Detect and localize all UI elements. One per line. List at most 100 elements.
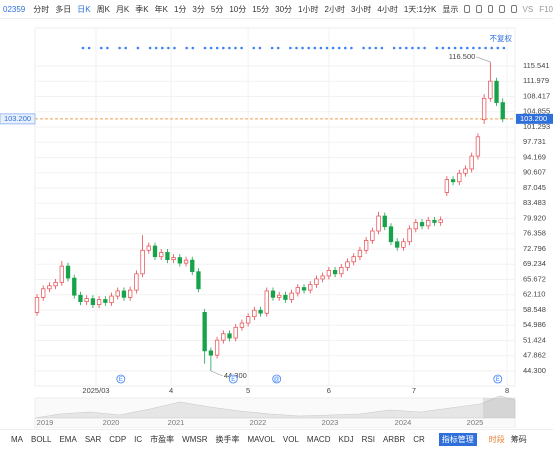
- candle-body: [239, 322, 245, 328]
- event-dot: [466, 46, 469, 50]
- period-tab[interactable]: 月K: [115, 4, 130, 14]
- y-tick-label: 90.607: [523, 168, 546, 177]
- event-dot: [435, 46, 439, 50]
- indicator-tab[interactable]: KDJ: [338, 434, 354, 444]
- period-tab[interactable]: 1小时: [298, 4, 319, 14]
- period-tab[interactable]: 1天:1分K: [403, 4, 437, 14]
- y-tick-label: 97.731: [523, 137, 546, 146]
- candle-body: [78, 294, 83, 302]
- candle-body: [128, 289, 133, 298]
- period-tab[interactable]: 1分: [173, 4, 187, 14]
- last-price-label: 103.200: [4, 114, 31, 123]
- period-tab[interactable]: 多日: [55, 4, 72, 14]
- period-tab[interactable]: 4小时: [377, 4, 398, 14]
- indicator-tab[interactable]: MAVOL: [247, 434, 275, 444]
- candle-body: [494, 80, 499, 103]
- indicator-tab[interactable]: CR: [413, 434, 425, 444]
- candle-body: [146, 245, 151, 251]
- indicator-tab[interactable]: MACD: [306, 434, 331, 444]
- period-tab[interactable]: 季K: [135, 4, 149, 14]
- indicator-tab[interactable]: WMSR: [182, 434, 208, 444]
- event-dot: [185, 46, 188, 50]
- period-tab[interactable]: 3分: [192, 4, 205, 14]
- candle-body: [351, 256, 356, 263]
- period-tab[interactable]: 年K: [154, 4, 168, 14]
- event-dot: [337, 46, 341, 50]
- y-tick-label: 76.358: [523, 229, 546, 238]
- period-tab[interactable]: 分时: [33, 4, 50, 14]
- candle-body: [401, 241, 406, 248]
- candle-body: [413, 222, 418, 230]
- period-tab[interactable]: 10分: [229, 4, 247, 14]
- period-tab[interactable]: 3小时: [350, 4, 372, 14]
- event-dot: [417, 46, 420, 50]
- tool-icon[interactable]: [475, 5, 482, 13]
- toolbar: 02359 分时 多日 日K 周K 月K 季K 年K 1分 3分 5分 10分 15分 30分 1小时 2小时…: [0, 0, 553, 19]
- candle-body: [140, 249, 145, 275]
- indicator-tab[interactable]: ARBR: [382, 434, 406, 444]
- event-label: E: [496, 377, 500, 383]
- period-tab[interactable]: 30分: [275, 4, 293, 14]
- candle-body: [171, 257, 176, 261]
- indicator-tab[interactable]: RSI: [361, 434, 375, 444]
- candle-body: [245, 316, 251, 324]
- navigator-window: [483, 398, 515, 418]
- period-tab[interactable]: 显示: [442, 4, 459, 14]
- event-dot: [411, 46, 414, 50]
- indicator-tab[interactable]: SAR: [84, 434, 102, 444]
- event-dot: [374, 46, 378, 50]
- event-dot: [325, 46, 329, 50]
- period-tab[interactable]: 日K: [77, 4, 91, 14]
- indicator-tab[interactable]: EMA: [59, 434, 77, 444]
- period-tab[interactable]: 2小时: [324, 4, 345, 14]
- candle-body: [345, 261, 350, 268]
- chips-tab[interactable]: 筹码: [510, 434, 527, 444]
- last-price-box: [516, 113, 553, 124]
- event-dot: [307, 46, 311, 50]
- indicator-tab[interactable]: 换手率: [215, 434, 240, 444]
- candle-body: [41, 288, 46, 298]
- indicator-tab[interactable]: BOLL: [31, 434, 52, 444]
- indicator-manage[interactable]: 指标管理: [438, 432, 477, 446]
- event-dot: [344, 46, 347, 50]
- candle-body: [264, 290, 269, 314]
- event-dot: [252, 46, 256, 50]
- event-dot: [191, 46, 195, 50]
- y-tick-label: 79.920: [523, 213, 546, 222]
- event-dot: [331, 46, 335, 50]
- candle-body: [475, 136, 481, 157]
- tool-icon[interactable]: [499, 5, 505, 13]
- candle-body: [450, 179, 456, 183]
- event-dot: [258, 46, 262, 50]
- y-tick-label: 94.169: [523, 152, 546, 161]
- indicator-tab[interactable]: MA: [11, 434, 23, 444]
- tool-icon[interactable]: [464, 5, 470, 13]
- indicator-tab[interactable]: 市盈率: [150, 434, 175, 444]
- candle-body: [115, 290, 120, 297]
- event-label: E: [231, 377, 235, 383]
- candle-body: [270, 290, 276, 298]
- candle-body: [488, 80, 493, 99]
- indicator-tab[interactable]: IC: [134, 434, 143, 444]
- toolbar-link[interactable]: VS: [522, 4, 534, 14]
- indicator-tab[interactable]: VOL: [282, 434, 299, 444]
- event-dot: [478, 46, 481, 50]
- event-dot: [496, 46, 500, 50]
- tool-icon[interactable]: [487, 5, 494, 13]
- candle-body: [469, 155, 474, 170]
- candle-body: [457, 172, 462, 183]
- toolbar-link[interactable]: F10: [539, 4, 553, 14]
- period-tab[interactable]: 15分: [252, 4, 270, 14]
- period-tab[interactable]: 周K: [96, 4, 110, 14]
- year-label: 2022: [250, 418, 267, 427]
- indicator-tab[interactable]: CDP: [109, 434, 127, 444]
- session-tab[interactable]: 时段: [488, 434, 505, 444]
- tool-icon[interactable]: [510, 5, 517, 13]
- event-dot: [228, 46, 231, 50]
- adjust-toggle[interactable]: 不复权: [490, 33, 513, 43]
- candle-body: [152, 245, 158, 258]
- candle-body: [121, 290, 127, 298]
- x-tick-label: 4: [169, 386, 173, 395]
- event-dot: [87, 46, 91, 50]
- period-tab[interactable]: 5分: [210, 4, 224, 14]
